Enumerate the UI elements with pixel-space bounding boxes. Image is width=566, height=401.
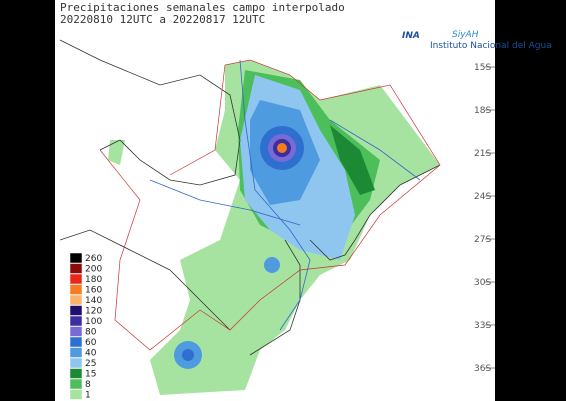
legend-label: 40 [85, 349, 97, 359]
legend-swatch [69, 368, 83, 379]
borders [59, 39, 441, 356]
lat-label: 24S [474, 192, 491, 202]
lat-label: 36S [474, 364, 491, 374]
rivers [149, 59, 421, 331]
legend-swatch [69, 284, 83, 295]
lat-label: 18S [474, 106, 491, 116]
legend-swatch [69, 252, 83, 264]
legend-label: 100 [85, 317, 102, 327]
lat-label: 33S [474, 321, 491, 331]
legend-swatch [69, 357, 83, 369]
legend-label: 60 [85, 338, 97, 348]
legend-swatch [69, 389, 83, 400]
legend-label: 140 [85, 296, 102, 306]
lat-label: 21S [474, 149, 491, 159]
logo-subtitle: Instituto Nacional del Agua [430, 41, 552, 51]
logo-product: SiyAH [452, 30, 479, 40]
legend-swatch [69, 378, 83, 390]
basin [99, 59, 441, 351]
legend-swatch [69, 347, 83, 358]
legend-label: 8 [85, 380, 91, 390]
legend-label: 120 [85, 307, 102, 317]
latitude-labels: 15S 18S 21S 24S 27S 30S 33S 36S [474, 63, 495, 374]
legend-swatch [69, 326, 83, 337]
lat-label: 27S [474, 235, 491, 245]
legend-label: 180 [85, 275, 102, 285]
lat-label: 15S [474, 63, 491, 73]
legend-label: 260 [85, 254, 102, 264]
legend-label: 200 [85, 265, 102, 275]
legend-swatch [69, 273, 83, 285]
legend-label: 80 [85, 328, 97, 338]
legend-swatch [69, 263, 83, 274]
logo: INA SiyAH Instituto Nacional del Agua [402, 30, 552, 51]
legend-swatch [69, 315, 83, 327]
legend-label: 1 [85, 391, 91, 401]
legend-label: 160 [85, 286, 102, 296]
legend-swatch [69, 336, 83, 348]
legend-label: 25 [85, 359, 96, 369]
legend-label: 15 [85, 370, 96, 380]
rain-field [108, 60, 440, 395]
title: Precipitaciones semanales campo interpol… [60, 1, 345, 14]
period: 20220810 12UTC a 20220817 12UTC [60, 13, 265, 26]
legend-swatch [69, 294, 83, 306]
logo-name: INA [402, 31, 420, 41]
lat-label: 30S [474, 278, 491, 288]
legend-swatch [69, 305, 83, 316]
